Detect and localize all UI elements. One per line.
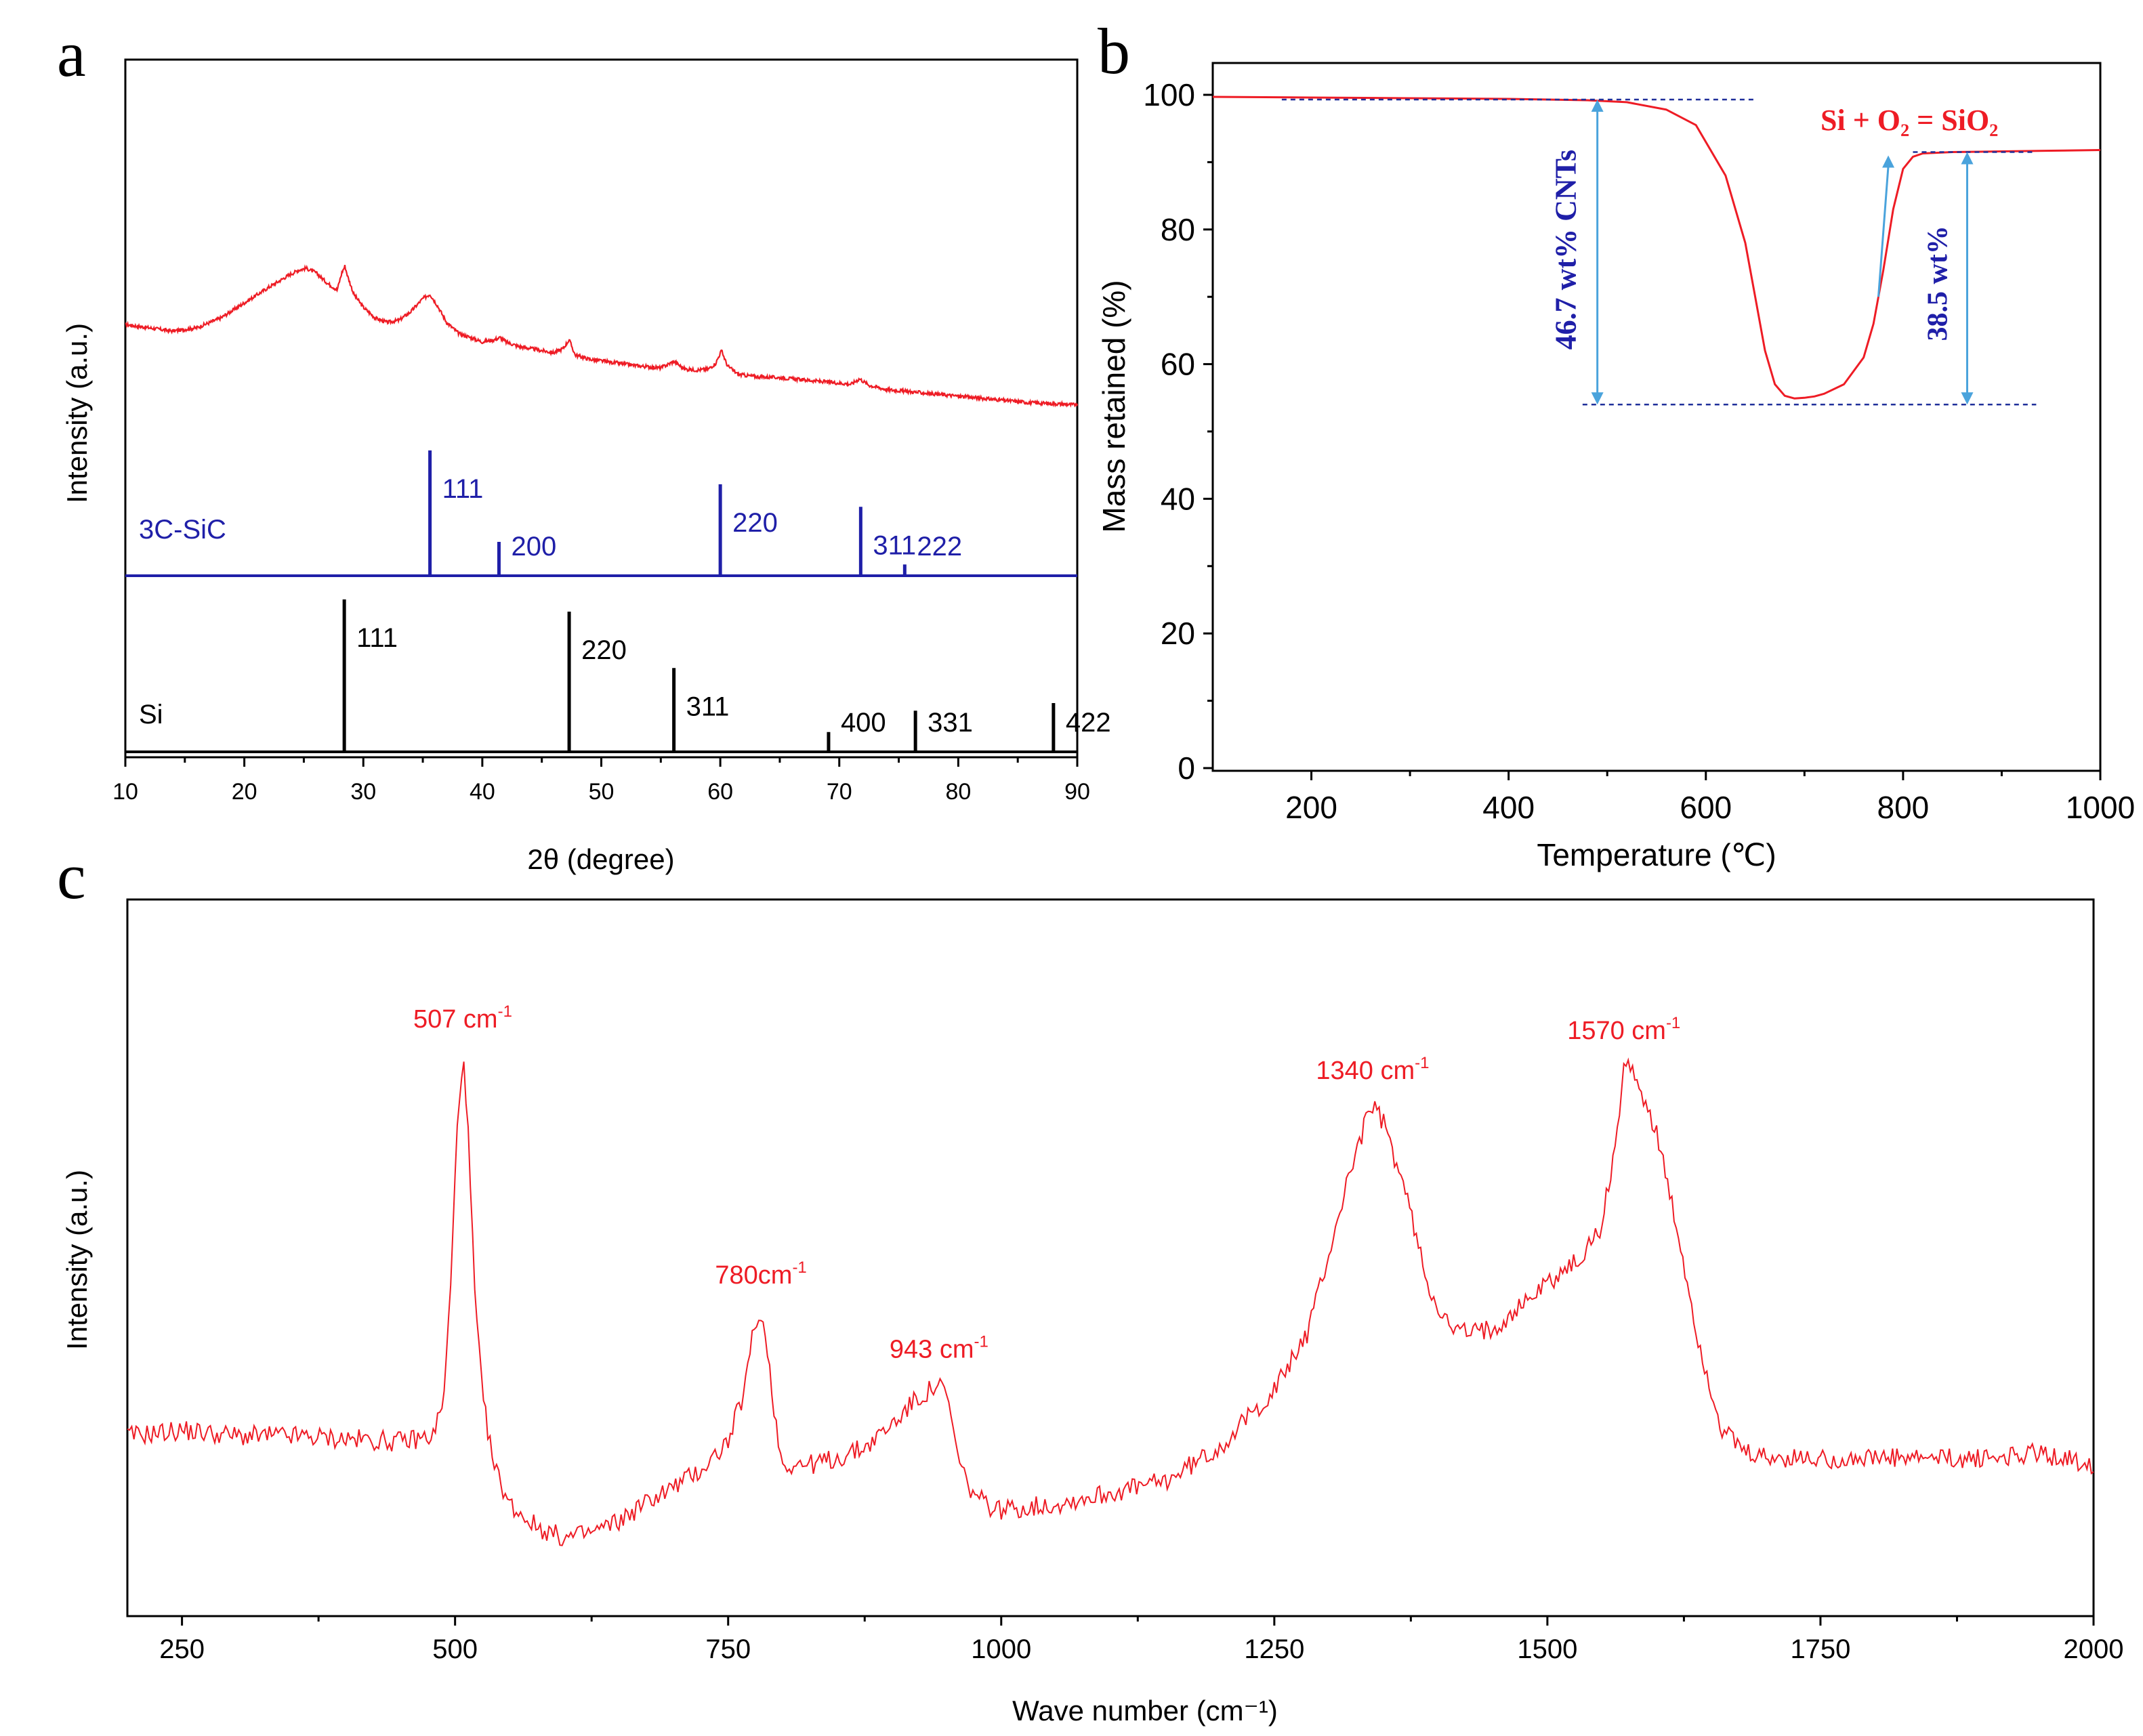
panel-b-letter: b — [1098, 15, 1130, 87]
panel-b-ylabel: Mass retained (%) — [1096, 280, 1131, 532]
panel-b-ytick-label: 0 — [1178, 750, 1195, 786]
panel-c-raman: 250 500 750 1000 1250 1500 1750 2000 507 cm-1 78… — [61, 898, 2123, 1727]
panel-b-ticks: 200 400 600 800 1000 0 20 40 60 80 100 — [1143, 77, 2135, 825]
panel-c-xtick-label: 750 — [705, 1634, 751, 1664]
panel-a-xtick-label: 50 — [589, 779, 615, 805]
panel-c-peak-label: 1340 cm-1 — [1316, 1054, 1429, 1085]
panel-a-peak-label: 222 — [917, 532, 962, 562]
panel-b-ytick-label: 100 — [1143, 77, 1195, 112]
panel-a-peak-label: 220 — [581, 635, 627, 665]
panel-a-xtick-label: 30 — [350, 779, 376, 805]
panel-a-ref-name: Si — [139, 700, 163, 729]
panel-a-xrd-curve — [125, 264, 1079, 408]
panel-b-arrow-si-head-bottom — [1961, 392, 1974, 405]
panel-a-xlabel: 2θ (degree) — [527, 843, 674, 875]
panel-b-reaction-annotation: Si + O₂ = SiO₂ — [1820, 104, 1998, 137]
panel-a-peak-label: 311 — [873, 530, 916, 560]
panel-a-xtick-label: 40 — [470, 779, 495, 805]
panel-a-xtick-label: 20 — [232, 779, 257, 805]
panel-c-xtick-label: 1750 — [1790, 1634, 1850, 1664]
panel-a-ylabel: Intensity (a.u.) — [61, 323, 93, 503]
panel-a-ref-name: 3C-SiC — [139, 515, 226, 545]
panel-a-xtick-label: 90 — [1064, 779, 1090, 805]
panel-a-peak-label: 200 — [511, 532, 556, 562]
panel-a-peak-label: 400 — [841, 708, 886, 738]
panel-a-peak-label: 220 — [732, 508, 778, 538]
panel-c-xtick-label: 2000 — [2064, 1634, 2124, 1664]
panel-a-xtick-label: 60 — [707, 779, 733, 805]
panel-c-peak-label: 507 cm-1 — [413, 1002, 512, 1034]
panel-b-cnt-annotation: 46.7 wt% CNTs — [1549, 150, 1583, 350]
panel-b-ytick-label: 60 — [1161, 347, 1195, 382]
panel-b-arrow-oxidation — [1877, 166, 1890, 297]
panel-a-letter: a — [57, 18, 86, 90]
panel-a-xtick-label: 70 — [827, 779, 852, 805]
panel-c-peak-label: 943 cm-1 — [890, 1332, 989, 1363]
panel-b-xlabel: Temperature (℃) — [1537, 837, 1776, 872]
panel-a-xtick-label: 10 — [112, 779, 138, 805]
panel-c-letter: c — [57, 840, 86, 912]
panel-b-xtick-label: 200 — [1285, 790, 1337, 825]
panel-a-xtick-label: 80 — [945, 779, 971, 805]
panel-c-xtick-label: 1250 — [1244, 1634, 1304, 1664]
panel-a-x-ticks: 10 20 30 40 50 60 70 80 90 — [112, 757, 1090, 805]
panel-a-peak-label: 111 — [442, 474, 484, 504]
panel-b-frame — [1211, 62, 2102, 772]
panel-b-arrow-oxidation-head — [1882, 155, 1895, 168]
panel-c-raman-curve — [127, 1057, 2094, 1546]
panel-a-peak-label: 311 — [686, 692, 730, 721]
panel-b-arrow-cnt-head-bottom — [1591, 392, 1604, 405]
panel-a-peak-label: 331 — [928, 708, 973, 738]
panel-b-xtick-label: 800 — [1877, 790, 1930, 825]
panel-c-xtick-label: 250 — [159, 1634, 205, 1664]
panel-c-xtick-label: 1000 — [971, 1634, 1031, 1664]
panel-b-tga: 200 400 600 800 1000 0 20 40 60 80 100 46.7 wt% CN… — [1096, 62, 2135, 872]
panel-c-peak-label: 780cm-1 — [715, 1258, 806, 1290]
panel-c-xtick-label: 1500 — [1517, 1634, 1577, 1664]
panel-b-plot-area: 46.7 wt% CNTs 38.5 wt% Si + O₂ = SiO₂ — [1212, 96, 2101, 406]
panel-c-plot-area: 507 cm-1 780cm-1 943 cm-1 1340 cm-1 1570 cm-… — [127, 1002, 2094, 1546]
panel-b-xtick-label: 600 — [1680, 790, 1732, 825]
panel-c-xtick-label: 500 — [432, 1634, 478, 1664]
panel-b-arrow-cnt-head-top — [1591, 99, 1604, 112]
panel-c-xlabel: Wave number (cm⁻¹) — [1012, 1695, 1278, 1727]
panel-b-tga-curve — [1212, 96, 2101, 400]
panel-b-ytick-label: 80 — [1161, 212, 1195, 247]
panel-b-xtick-label: 400 — [1482, 790, 1535, 825]
panel-c-peak-label: 1570 cm-1 — [1567, 1014, 1680, 1045]
panel-b-xtick-label: 1000 — [2066, 790, 2135, 825]
panel-c-ylabel: Intensity (a.u.) — [61, 1170, 93, 1350]
panel-b-ytick-label: 20 — [1161, 616, 1195, 651]
panel-c-xlabel-text: Wave number (cm⁻¹) — [1012, 1695, 1278, 1727]
panel-a-peak-label: 422 — [1066, 708, 1111, 738]
panel-b-ytick-label: 40 — [1161, 481, 1195, 516]
panel-a-peak-label: 111 — [356, 623, 398, 653]
panel-b-si-annotation: 38.5 wt% — [1923, 226, 1954, 341]
panel-c-frame — [126, 898, 2095, 1617]
panel-c-x-ticks: 250 500 750 1000 1250 1500 1750 2000 — [159, 1616, 2123, 1664]
panel-b-arrow-si-head-top — [1961, 152, 1974, 165]
